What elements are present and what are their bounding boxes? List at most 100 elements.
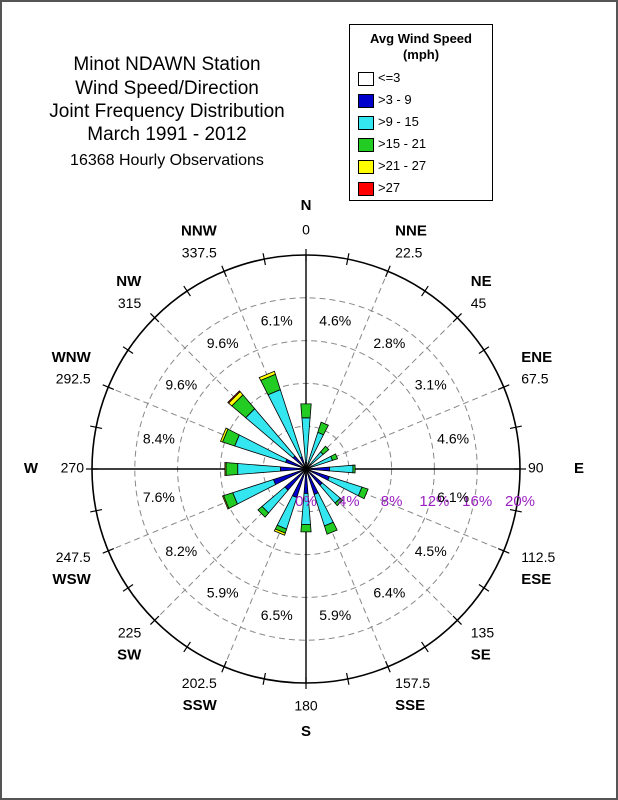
outer-tick [221, 660, 227, 673]
direction-degree-label: 202.5 [182, 675, 217, 691]
direction-total-label: 5.9% [207, 584, 239, 600]
direction-total-label: 4.5% [415, 543, 447, 559]
outer-tick [102, 384, 115, 390]
direction-total-label: 7.6% [143, 489, 175, 505]
outer-tick [150, 615, 160, 625]
legend-title-line-1: Avg Wind Speed [370, 31, 472, 46]
outer-tick [509, 425, 522, 430]
direction-degree-label: 180 [294, 698, 318, 714]
outer-tick [183, 285, 191, 297]
outer-tick [221, 265, 227, 278]
direction-total-label: 9.6% [165, 376, 197, 392]
legend: Avg Wind Speed (mph) <=3 >3 - 9 >9 - 15 … [349, 24, 493, 201]
direction-total-label: 6.1% [437, 489, 469, 505]
outer-tick [90, 425, 103, 430]
compass-label: ESE [521, 571, 551, 588]
legend-swatch [358, 94, 374, 108]
petal-segment [221, 495, 230, 510]
compass-label: SW [117, 647, 142, 664]
compass-label: NW [116, 273, 142, 290]
direction-degree-label: 315 [118, 295, 142, 311]
petal-segment [300, 403, 312, 419]
petal-segment [317, 421, 329, 436]
outer-tick [345, 672, 350, 685]
petal-segment [257, 505, 270, 518]
chart-title-line-3: Joint Frequency Distribution [49, 101, 285, 122]
direction-degree-label: 225 [118, 624, 142, 640]
chart-subtitle: 16368 Hourly Observations [70, 152, 264, 169]
legend-swatch [358, 182, 374, 196]
direction-total-label: 3.1% [415, 376, 447, 392]
outer-tick [421, 285, 429, 297]
direction-degree-label: 247.5 [56, 549, 91, 565]
petal-segment [301, 417, 311, 464]
outer-tick [385, 660, 391, 673]
direction-total-label: 6.1% [261, 313, 293, 329]
legend-label: >3 - 9 [378, 92, 412, 107]
outer-tick [478, 584, 490, 592]
petal-segment [352, 464, 356, 474]
radial-tick-label: 8% [381, 493, 403, 510]
legend-swatch [358, 72, 374, 86]
petal-segment [357, 486, 369, 500]
outer-tick [385, 265, 391, 278]
outer-tick [122, 584, 134, 592]
legend-swatch [358, 116, 374, 130]
outer-tick [90, 508, 103, 513]
direction-degree-label: 112.5 [521, 549, 555, 565]
compass-label: N [301, 197, 312, 214]
outer-tick [497, 384, 510, 390]
direction-degree-label: 45 [471, 295, 487, 311]
direction-degree-label: 292.5 [56, 371, 91, 387]
chart-title-line-1: Minot NDAWN Station [73, 54, 261, 75]
compass-label: NNW [181, 223, 218, 240]
radial-tick-label: 16% [462, 493, 492, 510]
petal-segment [323, 521, 338, 535]
direction-total-label: 8.4% [143, 430, 175, 446]
direction-degree-label: 22.5 [395, 244, 422, 260]
chart-title-line-4: March 1991 - 2012 [87, 124, 247, 145]
petal-segment [329, 464, 354, 474]
outer-tick [262, 253, 267, 266]
petal-segment [225, 462, 239, 476]
direction-total-label: 6.4% [373, 584, 405, 600]
radial-tick-label: 12% [419, 493, 449, 510]
petal-segment [237, 463, 281, 475]
petal-segment [258, 370, 276, 381]
outer-tick [452, 313, 462, 323]
legend-label: <=3 [378, 70, 401, 85]
outer-tick [509, 508, 522, 513]
direction-spoke [305, 386, 504, 470]
direction-degree-label: 90 [528, 460, 544, 476]
radial-tick-label: 0% [295, 493, 317, 510]
chart-title-line-2: Wind Speed/Direction [75, 78, 259, 99]
petal-segment [320, 445, 330, 455]
compass-label: SSW [183, 697, 218, 714]
compass-label: ENE [521, 349, 552, 366]
outer-tick [262, 672, 267, 685]
petal-segment [219, 427, 229, 443]
legend-title-line-2: (mph) [402, 47, 440, 62]
legend-swatch [358, 138, 374, 152]
direction-degree-label: 270 [61, 460, 85, 476]
direction-total-label: 2.8% [373, 335, 405, 351]
direction-degree-label: 135 [471, 624, 495, 640]
direction-total-label: 9.6% [207, 335, 239, 351]
outer-tick [452, 615, 462, 625]
petal-segment [227, 390, 241, 404]
direction-degree-label: 337.5 [182, 244, 217, 260]
direction-degree-label: 67.5 [521, 371, 548, 387]
direction-total-label: 5.9% [319, 607, 351, 623]
petal-segment [300, 524, 312, 533]
petal-segment [276, 495, 298, 530]
direction-total-label: 8.2% [165, 543, 197, 559]
direction-total-label: 6.5% [261, 607, 293, 623]
outer-tick [102, 548, 115, 554]
outer-tick [497, 548, 510, 554]
compass-label: SSE [395, 697, 425, 714]
direction-total-label: 4.6% [437, 430, 469, 446]
outer-tick [122, 346, 134, 354]
legend-swatch [358, 160, 374, 174]
compass-label: NE [471, 273, 492, 290]
